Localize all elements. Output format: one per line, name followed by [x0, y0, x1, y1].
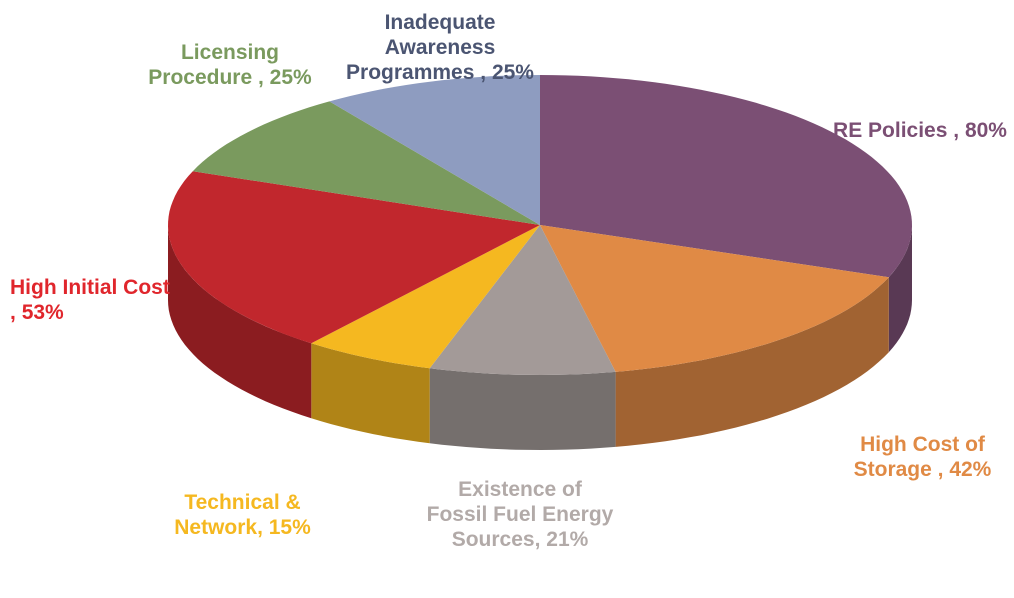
category-name: Licensing Procedure , [148, 41, 280, 89]
slice-side [168, 225, 312, 419]
slice [168, 171, 540, 344]
slice [429, 225, 616, 375]
category-name: RE Policies , [833, 119, 960, 142]
value-label: 25% [491, 61, 534, 84]
slice [311, 225, 540, 369]
value-label: 80% [964, 119, 1007, 142]
slice-label: RE Policies , 80% [820, 118, 1014, 143]
slice-label: High Initial Cost , 53% [10, 275, 170, 325]
slice-side [429, 368, 616, 450]
slice-label: Technical & Network, 15% [150, 490, 335, 540]
category-name: Existence of Fossil Fuel Energy Sources, [426, 478, 614, 551]
value-label: 53% [21, 301, 64, 324]
slice [540, 225, 889, 372]
slice-label: Licensing Procedure , 25% [140, 40, 320, 90]
category-name: High Initial Cost , [10, 276, 170, 324]
slice-label: Inadequate Awareness Programmes , 25% [340, 10, 540, 85]
slice [192, 101, 541, 225]
slice [540, 75, 912, 278]
slice-side [615, 277, 889, 447]
category-name: Technical & Network, [174, 491, 301, 539]
value-label: 25% [269, 66, 312, 89]
slice-label: Existence of Fossil Fuel Energy Sources,… [425, 477, 615, 552]
slice-side [888, 225, 912, 353]
slice-side [311, 343, 430, 444]
value-label: 21% [546, 528, 589, 551]
value-label: 42% [949, 458, 992, 481]
category-name: High Cost of Storage , [853, 433, 985, 481]
category-name: Inadequate Awareness Programmes , [346, 11, 496, 84]
slice [329, 75, 540, 225]
value-label: 15% [268, 516, 311, 539]
slice-label: High Cost of Storage , 42% [830, 432, 1014, 482]
